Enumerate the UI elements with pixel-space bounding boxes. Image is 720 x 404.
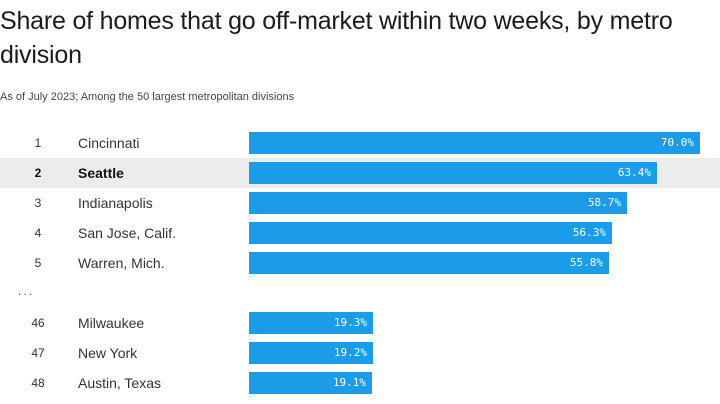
- bar: [249, 192, 627, 214]
- chart-title: Share of homes that go off-market within…: [0, 7, 673, 69]
- bar-value-label: 70.0%: [660, 136, 694, 149]
- bar-row: 5 Warren, Mich. 55.8%: [0, 248, 720, 278]
- row-category-label: New York: [78, 345, 138, 361]
- bar: [249, 222, 612, 244]
- bar-value-label: 19.3%: [333, 316, 367, 329]
- ellipsis-separator: ...: [18, 284, 35, 298]
- row-category-label: Cincinnati: [78, 135, 140, 151]
- bar-value-label: 19.2%: [333, 346, 367, 359]
- row-rank: 1: [34, 136, 42, 150]
- bar: [249, 372, 372, 394]
- bar: [249, 132, 700, 154]
- row-rank: 2: [34, 166, 42, 180]
- row-rank: 48: [31, 376, 45, 390]
- bar-row: 48 Austin, Texas 19.1%: [0, 368, 720, 398]
- bar-row: 2 Seattle 63.4%: [0, 158, 720, 188]
- bar-value-label: 63.4%: [617, 166, 651, 179]
- row-rank: 5: [34, 256, 42, 270]
- bar-row: 46 Milwaukee 19.3%: [0, 308, 720, 338]
- row-rank: 47: [31, 346, 45, 360]
- row-category-label: Seattle: [78, 165, 124, 181]
- bar-value-label: 58.7%: [587, 196, 621, 209]
- bar-value-label: 56.3%: [572, 226, 606, 239]
- bar-row: 3 Indianapolis 58.7%: [0, 188, 720, 218]
- row-category-label: Milwaukee: [78, 315, 145, 331]
- row-category-label: Austin, Texas: [78, 375, 162, 391]
- bar-row: 1 Cincinnati 70.0%: [0, 128, 720, 158]
- bar-row: 4 San Jose, Calif. 56.3%: [0, 218, 720, 248]
- bar-row: 47 New York 19.2%: [0, 338, 720, 368]
- row-rank: 3: [34, 196, 42, 210]
- bar-value-label: 19.1%: [332, 376, 366, 389]
- bar: [249, 162, 657, 184]
- row-category-label: Indianapolis: [78, 195, 153, 211]
- row-category-label: San Jose, Calif.: [78, 225, 177, 241]
- bar-value-label: 55.8%: [569, 256, 603, 269]
- bar: [249, 252, 609, 274]
- row-rank: 46: [31, 316, 45, 330]
- bar: [249, 342, 373, 364]
- bar: [249, 312, 373, 334]
- chart-subtitle: As of July 2023; Among the 50 largest me…: [0, 91, 295, 103]
- row-rank: 4: [34, 226, 42, 240]
- row-category-label: Warren, Mich.: [78, 255, 165, 271]
